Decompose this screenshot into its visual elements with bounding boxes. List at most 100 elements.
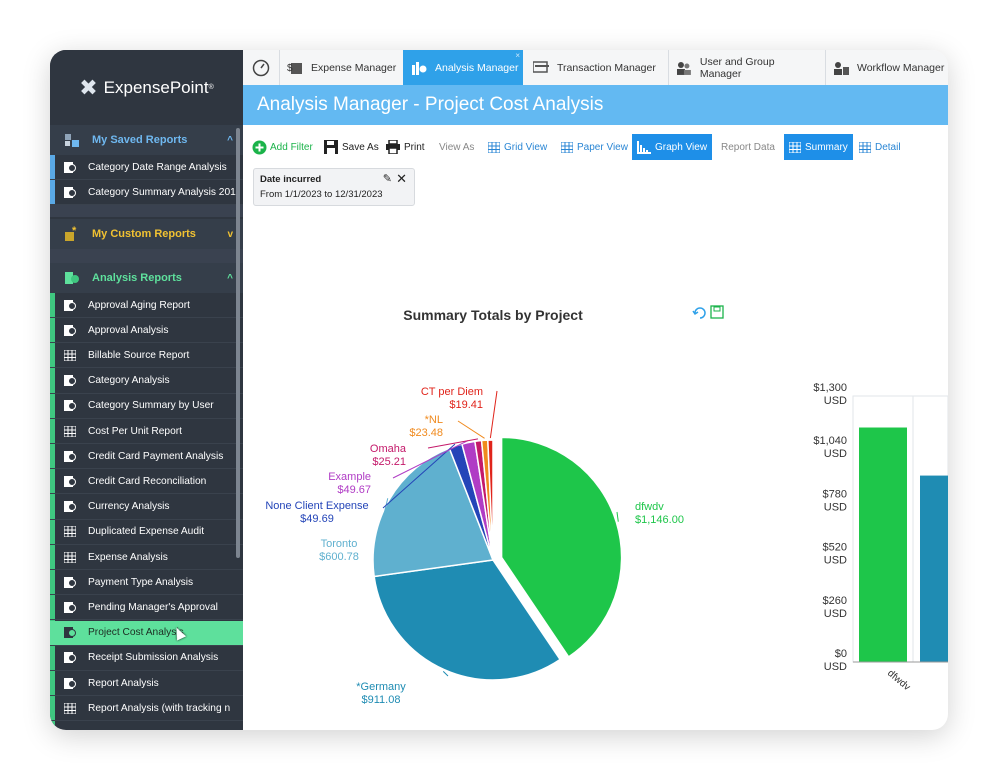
sidebar-item-analysis[interactable]: Credit Card Reconciliation bbox=[50, 469, 243, 495]
refresh-icon[interactable] bbox=[692, 307, 706, 319]
section-my-custom-reports[interactable]: * My Custom Reports v bbox=[50, 219, 243, 249]
sidebar-item-analysis[interactable]: Credit Card Payment Analysis bbox=[50, 444, 243, 470]
filter-title: Date incurred bbox=[260, 174, 322, 185]
summary-button[interactable]: Summary bbox=[784, 134, 853, 160]
sidebar-item-analysis[interactable]: Report Analysis (with tracking n bbox=[50, 696, 243, 722]
save-icon[interactable] bbox=[710, 305, 724, 319]
x-tick-label: *G bbox=[946, 668, 948, 684]
sidebar-item-analysis[interactable]: Report Analysis bbox=[50, 671, 243, 696]
sidebar-item-analysis[interactable]: Billable Source Report bbox=[50, 343, 243, 369]
tab-label: User and Group Manager bbox=[699, 55, 775, 80]
svg-text:*: * bbox=[72, 226, 77, 237]
pie-slice-label: CT per Diem bbox=[421, 386, 483, 398]
section-my-saved-reports[interactable]: My Saved Reports ^ bbox=[50, 125, 243, 155]
sidebar-item-analysis[interactable]: Currency Analysis bbox=[50, 495, 243, 520]
save-outline bbox=[710, 305, 724, 319]
save-as-button[interactable]: Save As bbox=[324, 135, 379, 159]
filter-chip-date-incurred[interactable]: Date incurred ✎ ✕ From 1/1/2023 to 12/31… bbox=[253, 168, 415, 206]
sidebar-item-analysis[interactable]: Payment Type Analysis bbox=[50, 570, 243, 596]
report-icon bbox=[64, 375, 76, 387]
y-tick-label: $1,300 bbox=[813, 382, 847, 394]
sidebar-item-analysis[interactable]: Category Summary by User bbox=[50, 394, 243, 419]
report-icon bbox=[64, 400, 76, 412]
tab-label: Workflow Manager bbox=[857, 61, 945, 74]
close-icon[interactable]: ✕ bbox=[396, 171, 407, 186]
close-icon[interactable]: × bbox=[515, 51, 520, 60]
chevron-down-icon[interactable]: v bbox=[227, 228, 233, 240]
grid-icon bbox=[859, 141, 871, 153]
report-icon bbox=[64, 576, 76, 588]
sidebar-item-label: Category Analysis bbox=[88, 375, 170, 387]
y-tick-label: $0 bbox=[835, 648, 847, 660]
sidebar-item-analysis[interactable]: Approval Analysis bbox=[50, 318, 243, 344]
tab-analysis-manager[interactable]: Analysis Manager × bbox=[403, 50, 523, 85]
sidebar-item-label: Report Analysis bbox=[88, 677, 159, 689]
pie-slice-label: Omaha bbox=[370, 443, 407, 455]
detail-button[interactable]: Detail bbox=[859, 135, 901, 159]
bar-chart-icon bbox=[637, 140, 651, 154]
sidebar-item-analysis[interactable]: Approval Aging Report bbox=[50, 293, 243, 318]
pie-slice[interactable] bbox=[372, 447, 495, 578]
report-icon bbox=[64, 299, 76, 311]
top-tab-bar: $ Expense Manager Analysis Manager × Tra… bbox=[243, 50, 948, 86]
detail-label: Detail bbox=[875, 141, 901, 153]
sidebar-item-label: Approval Analysis bbox=[88, 324, 169, 336]
report-data-label: Report Data bbox=[721, 141, 775, 153]
pie-slice-label: Example bbox=[328, 471, 371, 483]
graph-view-button[interactable]: Graph View bbox=[632, 134, 713, 160]
view-as-label: View As bbox=[439, 141, 475, 153]
custom-reports-icon: * bbox=[65, 226, 77, 241]
chart-title: Summary Totals by Project bbox=[403, 307, 583, 323]
edit-icon[interactable]: ✎ bbox=[382, 173, 392, 185]
paper-view-button[interactable]: Paper View bbox=[561, 135, 628, 159]
report-icon bbox=[64, 450, 76, 462]
y-tick-unit: USD bbox=[824, 661, 847, 673]
pie-slice[interactable] bbox=[487, 439, 494, 561]
sidebar-item-label: Category Summary Analysis 201 bbox=[88, 186, 236, 198]
sidebar-item-saved-0[interactable]: Category Date Range Analysis bbox=[50, 155, 243, 180]
tab-user-and-group-manager[interactable]: User and Group Manager bbox=[668, 50, 818, 85]
grid-view-button[interactable]: Grid View bbox=[488, 135, 547, 159]
analysis-accent-bar bbox=[50, 263, 55, 730]
logo: ✖ ExpensePoint ® bbox=[50, 50, 243, 125]
sidebar-item-analysis[interactable]: Cost Per Unit Report bbox=[50, 419, 243, 444]
bar[interactable] bbox=[920, 475, 948, 662]
sidebar-item-label: Cost Per Unit Report bbox=[88, 425, 182, 437]
grid-view-label: Grid View bbox=[504, 141, 548, 153]
sidebar-item-analysis[interactable]: Expense Analysis bbox=[50, 545, 243, 570]
tab-expense-manager[interactable]: $ Expense Manager bbox=[287, 50, 397, 85]
pie-slice[interactable] bbox=[373, 559, 562, 681]
grid-icon bbox=[789, 141, 801, 153]
sidebar-item-analysis[interactable]: Category Analysis bbox=[50, 369, 243, 394]
sidebar-item-analysis[interactable]: Receipt Submission Analysis bbox=[50, 646, 243, 671]
sidebar-item-analysis[interactable]: Project Cost Analysis bbox=[50, 620, 243, 646]
sidebar-item-analysis[interactable]: Pending Manager's Approval bbox=[50, 595, 243, 621]
save-slot bbox=[713, 306, 721, 312]
sidebar-item-saved-1[interactable]: Category Summary Analysis 201 bbox=[50, 180, 243, 205]
analysis-icon bbox=[412, 61, 427, 75]
pie-chart: Summary Totals by Project dfwdv$1,146.00 *… bbox=[265, 305, 724, 706]
sidebar-item-label: Category Summary by User bbox=[88, 400, 214, 412]
refresh-arc bbox=[694, 307, 706, 319]
tab-transaction-manager[interactable]: Transaction Manager bbox=[533, 50, 663, 85]
sidebar-item-analysis[interactable]: Duplicated Expense Audit bbox=[50, 520, 243, 545]
y-tick-unit: USD bbox=[824, 608, 847, 620]
print-button[interactable]: Print bbox=[386, 135, 425, 159]
sidebar-scrollbar[interactable] bbox=[236, 128, 240, 558]
y-tick-unit: USD bbox=[824, 501, 847, 513]
pie-slice[interactable] bbox=[500, 436, 623, 658]
report-icon bbox=[64, 161, 76, 173]
tab-dashboard[interactable] bbox=[243, 50, 280, 85]
section-analysis-reports[interactable]: Analysis Reports ^ bbox=[50, 263, 243, 293]
pie-leader-line bbox=[392, 440, 469, 479]
bar[interactable] bbox=[859, 427, 907, 662]
chevron-up-icon[interactable]: ^ bbox=[227, 272, 233, 284]
tab-workflow-manager[interactable]: Workflow Manager bbox=[825, 50, 948, 85]
refresh-arrow bbox=[692, 310, 699, 316]
x-tick-label: dfwdv bbox=[885, 668, 912, 693]
chevron-up-icon[interactable]: ^ bbox=[227, 134, 233, 146]
pie-slice-label: Toronto bbox=[321, 538, 358, 550]
tab-label: Analysis Manager bbox=[435, 61, 519, 74]
report-icon bbox=[64, 677, 76, 689]
add-filter-button[interactable]: Add Filter bbox=[252, 135, 313, 159]
